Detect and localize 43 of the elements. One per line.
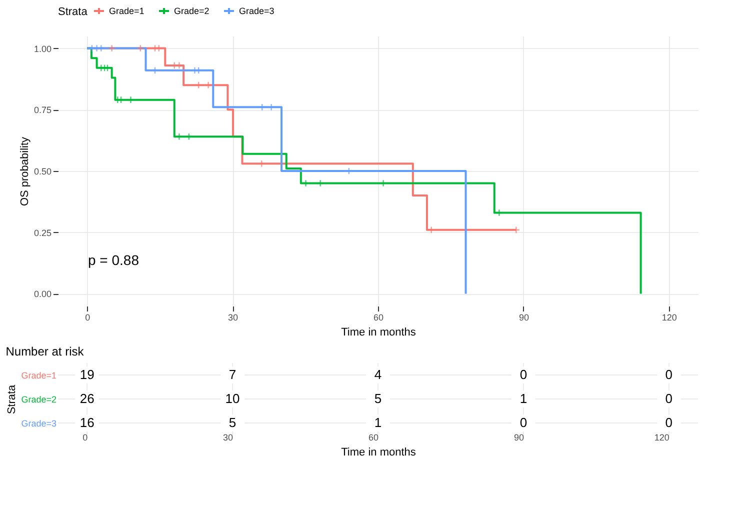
y-axis-title: OS probability <box>18 136 31 206</box>
x-tick-label: 120 <box>662 312 677 322</box>
x-tick-label: 30 <box>223 432 234 442</box>
x-tick-label: 60 <box>373 312 384 322</box>
chart-title: Number at risk <box>6 344 85 358</box>
legend-label: Grade=2 <box>174 6 210 16</box>
data-label: 0 <box>665 367 673 382</box>
x-tick-label: 0 <box>85 312 90 322</box>
annotation: p = 0.88 <box>88 252 140 268</box>
y-tick-label: 1.00 <box>34 44 52 54</box>
data-label: 1 <box>520 391 528 406</box>
x-tick-label: 0 <box>82 432 88 442</box>
data-label: 7 <box>228 367 236 382</box>
x-tick-label: 90 <box>514 432 524 442</box>
data-label: 19 <box>80 367 94 382</box>
y-tick-label: 0.75 <box>34 105 52 116</box>
y-tick-label: 0.25 <box>34 228 52 238</box>
y-tick-label: Grade=1 <box>21 370 56 380</box>
data-label: 0 <box>665 415 673 430</box>
y-axis-title: Strata <box>6 384 18 414</box>
y-tick-label: 0.50 <box>34 166 52 176</box>
data-label: 0 <box>665 391 673 406</box>
data-label: 5 <box>228 415 236 430</box>
legend-label: Grade=3 <box>239 6 274 16</box>
x-tick-label: 60 <box>368 432 378 442</box>
data-label: 4 <box>374 367 382 382</box>
x-tick-label: 120 <box>654 432 670 442</box>
y-tick-label: Grade=2 <box>21 394 56 404</box>
data-label: 16 <box>80 415 94 430</box>
x-tick-label: 30 <box>228 312 238 322</box>
data-label: 0 <box>520 415 528 430</box>
y-tick-label: Grade=3 <box>21 418 56 428</box>
x-axis-title: Time in months <box>341 446 416 458</box>
data-label: 10 <box>225 391 240 406</box>
legend-label: Grade=1 <box>109 6 144 16</box>
data-label: 1 <box>374 415 382 430</box>
y-tick-label: 0.00 <box>34 289 52 300</box>
data-label: 0 <box>520 367 528 382</box>
legend-title: Strata <box>58 6 88 18</box>
data-label: 5 <box>374 391 382 406</box>
x-tick-label: 90 <box>518 312 529 322</box>
data-label: 26 <box>80 391 94 406</box>
x-axis-title: Time in months <box>341 326 416 338</box>
